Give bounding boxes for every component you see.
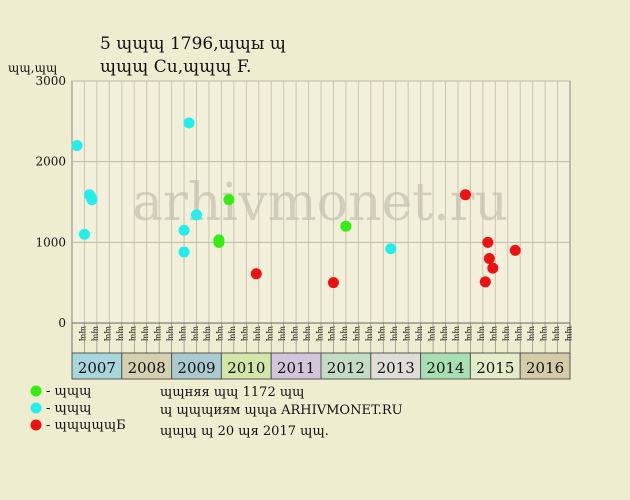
legend-label: - ɰɰɰɰɰБ bbox=[46, 418, 126, 433]
chart-title-line1: 5 ɰɰɰ 1796,ɰɰы ɰ bbox=[100, 34, 286, 54]
year-label: 2010 bbox=[227, 359, 265, 377]
month-label: ɰɰ bbox=[366, 326, 375, 342]
legend-label: - ɰɰɰ bbox=[46, 401, 92, 416]
data-point-series-3 bbox=[482, 236, 494, 248]
data-point-series-1 bbox=[223, 194, 235, 206]
month-label: ɰɰ bbox=[428, 326, 437, 342]
legend-marker bbox=[30, 402, 42, 414]
month-label: ɰɰ bbox=[353, 326, 362, 342]
month-label: ɰɰ bbox=[478, 326, 487, 342]
data-point-series-3 bbox=[509, 244, 521, 256]
y-axis-label: ɰɰ,ɰɰ bbox=[8, 61, 57, 75]
data-point-series-2 bbox=[78, 228, 90, 240]
data-point-series-1 bbox=[213, 234, 225, 246]
year-cell-2014 bbox=[420, 352, 471, 380]
month-label: ɰɰ bbox=[154, 326, 163, 342]
data-point-series-3 bbox=[483, 252, 495, 264]
month-label: ɰɰ bbox=[552, 326, 561, 342]
year-cell-2011 bbox=[270, 352, 322, 380]
legend: - ɰɰɰ - ɰɰɰ - ɰɰɰɰɰБ bbox=[30, 384, 126, 433]
info-line-3: ɰɰɰ ɰ 20 ɰя 2017 ɰɰ. bbox=[160, 424, 329, 439]
year-cell-2015 bbox=[469, 352, 521, 380]
data-point-series-1 bbox=[340, 220, 352, 232]
year-label: 2007 bbox=[78, 359, 116, 377]
legend-marker bbox=[30, 419, 42, 431]
month-label: ɰɰ bbox=[440, 326, 449, 342]
data-point-series-3 bbox=[487, 262, 499, 274]
data-point-series-2 bbox=[71, 140, 83, 152]
month-label: ɰɰ bbox=[503, 326, 512, 342]
chart-title-line2: ɰɰɰ Cu,ɰɰɰ F. bbox=[100, 57, 251, 77]
y-tick-label: 1000 bbox=[35, 235, 66, 249]
month-label: ɰɰ bbox=[328, 326, 337, 342]
year-label: 2011 bbox=[277, 359, 315, 377]
year-label: 2015 bbox=[476, 359, 514, 377]
year-cell-2012 bbox=[320, 352, 372, 380]
data-point-series-2 bbox=[191, 209, 202, 221]
month-label: ɰɰ bbox=[216, 326, 225, 342]
data-point-series-3 bbox=[479, 276, 491, 288]
data-point-series-2 bbox=[178, 224, 190, 236]
month-label: ɰɰ bbox=[266, 326, 275, 342]
data-point-series-2 bbox=[183, 117, 195, 129]
month-label: ɰɰ bbox=[390, 326, 399, 342]
y-tick-label: 2000 bbox=[35, 155, 66, 169]
data-point-series-2 bbox=[385, 243, 397, 255]
year-cell-2008 bbox=[121, 352, 173, 380]
data-point-series-3 bbox=[327, 277, 339, 289]
year-label: 2008 bbox=[128, 359, 166, 377]
legend-label: - ɰɰɰ bbox=[46, 384, 92, 399]
year-cell-2009 bbox=[171, 352, 222, 380]
month-label: ɰɰ bbox=[378, 326, 387, 342]
info-line-2: ɰ ɰɰɰиям ɰɰа ARHIVMONET.RU bbox=[160, 403, 403, 418]
year-label: 2014 bbox=[426, 359, 464, 377]
month-label: ɰɰ bbox=[254, 326, 263, 342]
month-label: ɰɰ bbox=[129, 326, 138, 342]
watermark-text: arhivmonet.ru bbox=[132, 173, 508, 233]
data-point-series-3 bbox=[459, 189, 471, 201]
month-label: ɰɰ bbox=[515, 326, 524, 342]
year-label: 2013 bbox=[377, 359, 415, 377]
info-line-1: ɰɰняя ɰɰ 1172 ɰɰ bbox=[160, 385, 305, 400]
month-label: ɰɰ bbox=[117, 326, 126, 342]
month-label: ɰɰ bbox=[490, 326, 499, 342]
year-cell-2016 bbox=[519, 352, 571, 380]
y-tick-label: 0 bbox=[58, 316, 66, 330]
month-label: ɰɰ bbox=[453, 326, 462, 342]
y-tick-label: 3000 bbox=[35, 74, 66, 88]
month-label: ɰɰ bbox=[278, 326, 287, 342]
year-label: 2009 bbox=[177, 359, 215, 377]
year-cell-2010 bbox=[220, 352, 272, 380]
month-label: ɰɰ bbox=[291, 326, 300, 342]
month-label: ɰɰ bbox=[241, 326, 250, 342]
year-cell-2007 bbox=[71, 352, 123, 380]
month-label: ɰɰ bbox=[179, 326, 188, 342]
month-label: ɰɰ bbox=[79, 326, 88, 342]
month-label: ɰɰ bbox=[229, 326, 238, 342]
data-point-series-2 bbox=[178, 246, 190, 258]
month-label: ɰɰ bbox=[465, 326, 474, 342]
month-label: ɰɰ bbox=[104, 326, 113, 342]
data-point-series-3 bbox=[250, 268, 262, 280]
month-label: ɰɰ bbox=[341, 326, 350, 342]
month-label: ɰɰ bbox=[141, 326, 150, 342]
legend-marker bbox=[30, 385, 42, 397]
data-point-series-2 bbox=[86, 194, 98, 206]
month-label: ɰɰ bbox=[540, 326, 549, 342]
year-label: 2016 bbox=[526, 359, 564, 377]
month-label: ɰɰ bbox=[415, 326, 424, 342]
month-label: ɰɰ bbox=[527, 326, 536, 342]
month-label: ɰɰ bbox=[565, 326, 574, 342]
month-label: ɰɰ bbox=[92, 326, 101, 342]
month-label: ɰɰ bbox=[191, 326, 200, 342]
year-label: 2012 bbox=[327, 359, 365, 377]
month-label: ɰɰ bbox=[166, 326, 175, 342]
month-label: ɰɰ bbox=[303, 326, 312, 342]
month-label: ɰɰ bbox=[316, 326, 325, 342]
month-label: ɰɰ bbox=[204, 326, 213, 342]
month-label: ɰɰ bbox=[403, 326, 412, 342]
